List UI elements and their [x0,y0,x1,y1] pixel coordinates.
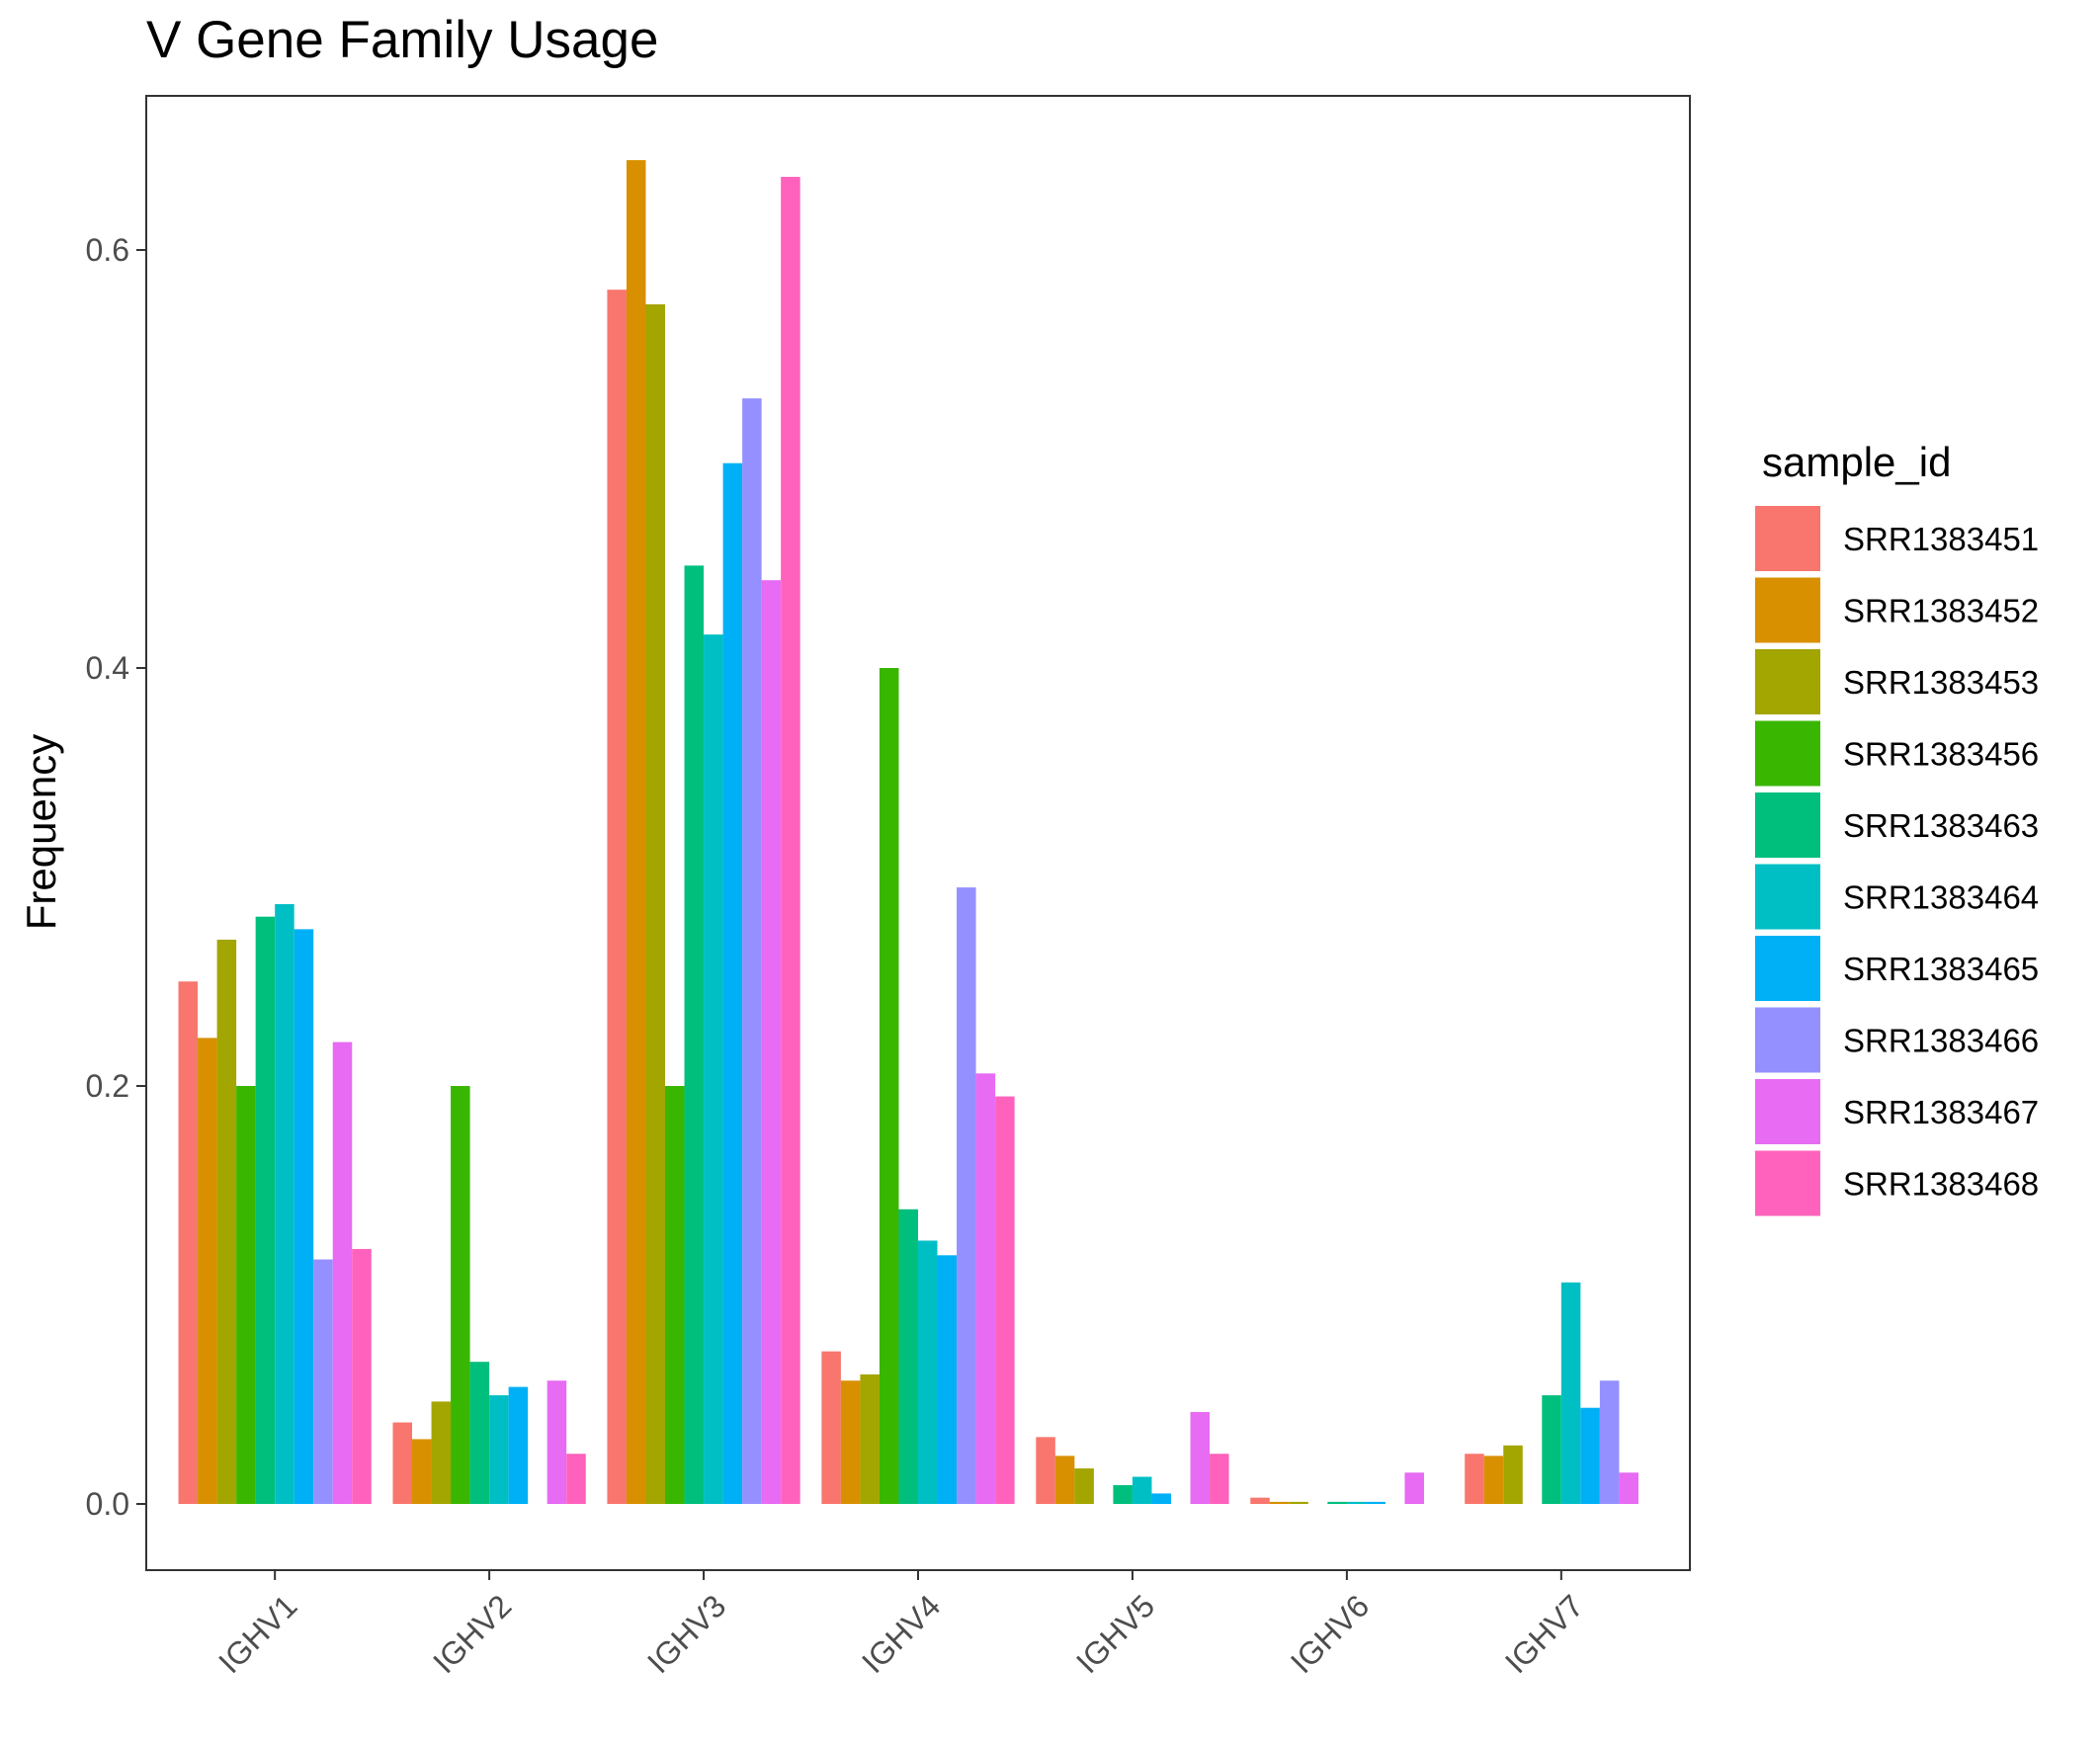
legend-key [1753,934,1822,1003]
bar-IGHV1-SRR1383466 [313,1259,333,1504]
bar-IGHV2-SRR1383465 [508,1386,529,1504]
bar-IGHV7-SRR1383452 [1483,1456,1504,1504]
bar-IGHV1-SRR1383464 [275,904,294,1504]
bar-IGHV5-SRR1383465 [1151,1493,1171,1504]
bar-IGHV2-SRR1383464 [489,1395,509,1504]
legend-label: SRR1383451 [1843,521,2039,557]
bar-IGHV2-SRR1383451 [392,1422,413,1504]
bar-IGHV5-SRR1383453 [1074,1468,1094,1504]
bar-IGHV3-SRR1383452 [626,160,646,1504]
bar-IGHV3-SRR1383453 [645,303,665,1504]
bar-IGHV7-SRR1383467 [1619,1472,1638,1504]
x-tick-label: IGHV2 [426,1588,518,1680]
bar-IGHV3-SRR1383464 [704,634,723,1504]
y-tick-label: 0.6 [86,232,129,268]
bar-IGHV2-SRR1383468 [566,1454,586,1504]
bar-IGHV5-SRR1383451 [1036,1437,1055,1504]
legend-label: SRR1383464 [1843,879,2039,916]
legend-title: sample_id [1762,439,1951,485]
chart-title: V Gene Family Usage [146,11,658,69]
bar-IGHV1-SRR1383465 [294,929,314,1505]
bar-IGHV1-SRR1383451 [178,981,199,1504]
bar-IGHV3-SRR1383451 [607,290,627,1505]
bar-IGHV1-SRR1383456 [236,1086,256,1504]
bar-IGHV7-SRR1383451 [1465,1454,1484,1504]
bar-IGHV7-SRR1383464 [1560,1282,1581,1504]
legend-key [1753,718,1822,789]
legend-key [1753,1148,1822,1218]
legend-label: SRR1383452 [1843,593,2039,629]
legend-key [1753,1077,1822,1146]
bar-IGHV5-SRR1383467 [1190,1411,1211,1504]
bar-IGHV2-SRR1383456 [451,1086,470,1504]
bar-IGHV6-SRR1383451 [1250,1497,1270,1504]
legend-key [1753,647,1822,716]
x-tick-label: IGHV4 [855,1588,947,1680]
x-tick-label: IGHV1 [211,1588,303,1680]
plot-area: 0.0 0.2 0.4 0.6 IGHV1 IGHV2 IGHV3 IGHV4 IGHV5 IGH… [86,95,1691,1680]
bar-IGHV1-SRR1383463 [255,916,276,1504]
bar-IGHV2-SRR1383452 [412,1439,432,1504]
bar-IGHV3-SRR1383468 [781,176,800,1505]
bar-IGHV3-SRR1383456 [665,1086,685,1504]
bar-IGHV4-SRR1383466 [957,887,976,1504]
y-axis-title: Frequency [18,734,64,930]
bar-IGHV6-SRR1383467 [1404,1472,1424,1504]
legend-label: SRR1383463 [1843,807,2039,844]
bar-IGHV1-SRR1383453 [216,939,237,1504]
legend: SRR1383451 SRR1383452 SRR1383453 SRR1383456… [1753,504,2039,1218]
y-tick-label: 0.4 [86,650,129,686]
bar-IGHV1-SRR1383452 [198,1038,217,1504]
bar-IGHV7-SRR1383466 [1599,1380,1620,1504]
bar-IGHV3-SRR1383467 [761,580,782,1504]
bar-IGHV7-SRR1383463 [1542,1395,1561,1504]
bar-IGHV4-SRR1383456 [879,668,899,1504]
x-tick-label: IGHV6 [1284,1588,1376,1680]
bar-IGHV6-SRR1383452 [1269,1501,1290,1504]
bar-IGHV1-SRR1383467 [332,1042,353,1504]
legend-key [1753,862,1822,932]
bar-IGHV4-SRR1383467 [975,1073,996,1504]
x-tick-label: IGHV3 [640,1588,732,1680]
bar-IGHV5-SRR1383464 [1132,1476,1152,1504]
x-tick-label: IGHV7 [1498,1588,1590,1680]
legend-label: SRR1383456 [1843,736,2039,773]
bar-IGHV5-SRR1383468 [1210,1454,1229,1504]
legend-label: SRR1383467 [1843,1094,2039,1130]
legend-label: SRR1383453 [1843,664,2039,701]
bar-IGHV6-SRR1383464 [1346,1501,1367,1504]
legend-label: SRR1383468 [1843,1166,2039,1203]
bar-IGHV4-SRR1383464 [918,1240,938,1504]
bar-IGHV5-SRR1383463 [1113,1484,1133,1504]
y-tick-label: 0.0 [86,1486,129,1522]
bar-IGHV2-SRR1383467 [546,1380,567,1504]
bar-IGHV7-SRR1383465 [1580,1407,1600,1504]
bar-IGHV4-SRR1383453 [860,1374,880,1504]
bar-IGHV2-SRR1383453 [431,1401,452,1504]
bar-IGHV5-SRR1383452 [1054,1456,1075,1504]
bar-IGHV4-SRR1383452 [840,1380,861,1504]
bar-IGHV3-SRR1383463 [684,565,705,1504]
bar-IGHV7-SRR1383453 [1503,1445,1523,1504]
bar-IGHV4-SRR1383465 [937,1255,958,1504]
legend-label: SRR1383465 [1843,951,2039,987]
bar-IGHV3-SRR1383465 [722,462,743,1505]
bar-IGHV3-SRR1383466 [742,398,762,1504]
legend-key [1753,504,1822,573]
y-tick-label: 0.2 [86,1068,129,1104]
bar-IGHV6-SRR1383463 [1327,1501,1347,1504]
bar-IGHV4-SRR1383463 [898,1208,918,1504]
legend-key [1753,791,1822,860]
bar-IGHV6-SRR1383465 [1366,1501,1386,1504]
bar-IGHV4-SRR1383468 [995,1096,1015,1504]
bar-IGHV6-SRR1383453 [1289,1501,1308,1504]
bar-IGHV4-SRR1383451 [821,1351,841,1504]
legend-key [1753,1005,1822,1075]
legend-key [1753,575,1822,645]
legend-label: SRR1383466 [1843,1023,2039,1059]
bar-IGHV2-SRR1383463 [469,1362,490,1504]
bar-IGHV1-SRR1383468 [352,1248,372,1504]
x-tick-label: IGHV5 [1069,1588,1161,1680]
